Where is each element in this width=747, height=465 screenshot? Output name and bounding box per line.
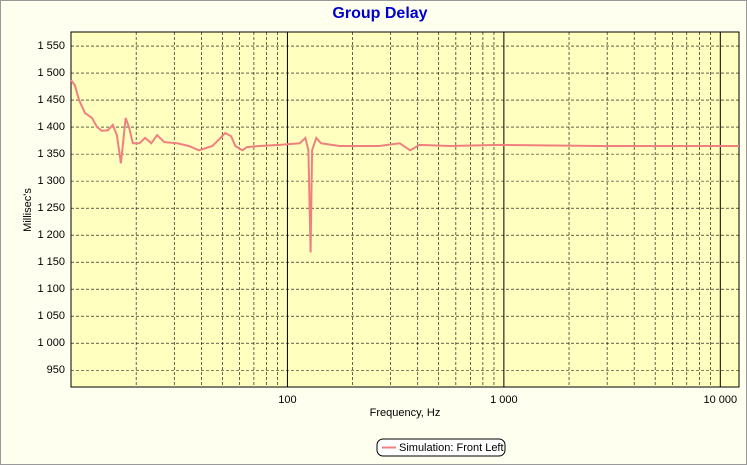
legend-box [376,438,506,457]
y-tick-label: 1 550 [37,40,65,52]
y-tick-label: 1 000 [37,337,65,349]
y-tick-label: 1 350 [37,148,65,160]
x-tick-label: 100 [278,394,296,406]
y-tick-label: 1 450 [37,94,65,106]
y-axis-label: Millisec's [22,188,34,232]
legend: Simulation: Front Left [376,438,506,457]
x-tick-label: 10 000 [703,394,737,406]
y-tick-label: 1 300 [37,175,65,187]
data-line [70,79,739,253]
legend-label: Simulation: Front Left [399,442,504,454]
x-tick-label: 1 000 [490,394,518,406]
y-tick-label: 1 050 [37,310,65,322]
x-axis-label: Frequency, Hz [370,407,441,419]
y-tick-label: 1 500 [37,67,65,79]
y-tick-label: 1 100 [37,283,65,295]
y-tick-label: 1 250 [37,202,65,214]
chart-title: Group Delay [332,5,427,22]
y-tick-label: 1 200 [37,229,65,241]
plot-area [70,31,740,388]
y-tick-label: 1 400 [37,121,65,133]
y-tick-label: 1 150 [37,256,65,268]
y-tick-label: 950 [47,364,65,376]
